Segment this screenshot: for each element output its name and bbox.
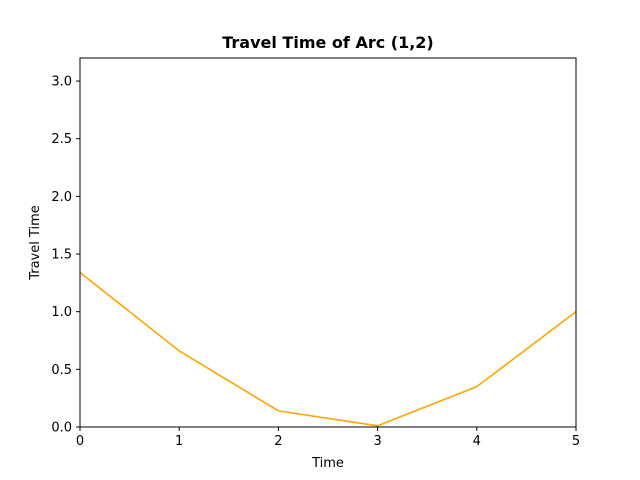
x-axis-label: Time	[311, 456, 344, 471]
series-layer	[79, 271, 577, 427]
plot-area-frame	[79, 57, 577, 428]
ticks-layer: 0 1 2 3 4 5 0.0 0.5 1.0 1.5 2.0 2.5 3.0	[51, 75, 580, 449]
y-axis-label: Travel Time	[28, 205, 43, 281]
y-tick-label: 3.0	[51, 75, 72, 90]
y-tick-label: 1.5	[51, 248, 72, 263]
x-tick-label: 0	[76, 434, 84, 449]
y-tick-label: 0.0	[51, 421, 72, 436]
chart-title: Travel Time of Arc (1,2)	[222, 33, 434, 52]
y-tick-label: 2.0	[51, 190, 72, 205]
series-line-0	[79, 271, 577, 427]
x-tick-label: 3	[373, 434, 381, 449]
x-tick-label: 1	[175, 434, 183, 449]
x-tick-label: 5	[572, 434, 580, 449]
x-tick-label: 2	[274, 434, 282, 449]
x-tick-label: 4	[473, 434, 481, 449]
y-tick-label: 2.5	[51, 132, 72, 147]
y-tick-label: 0.5	[51, 363, 72, 378]
y-tick-label: 1.0	[51, 305, 72, 320]
